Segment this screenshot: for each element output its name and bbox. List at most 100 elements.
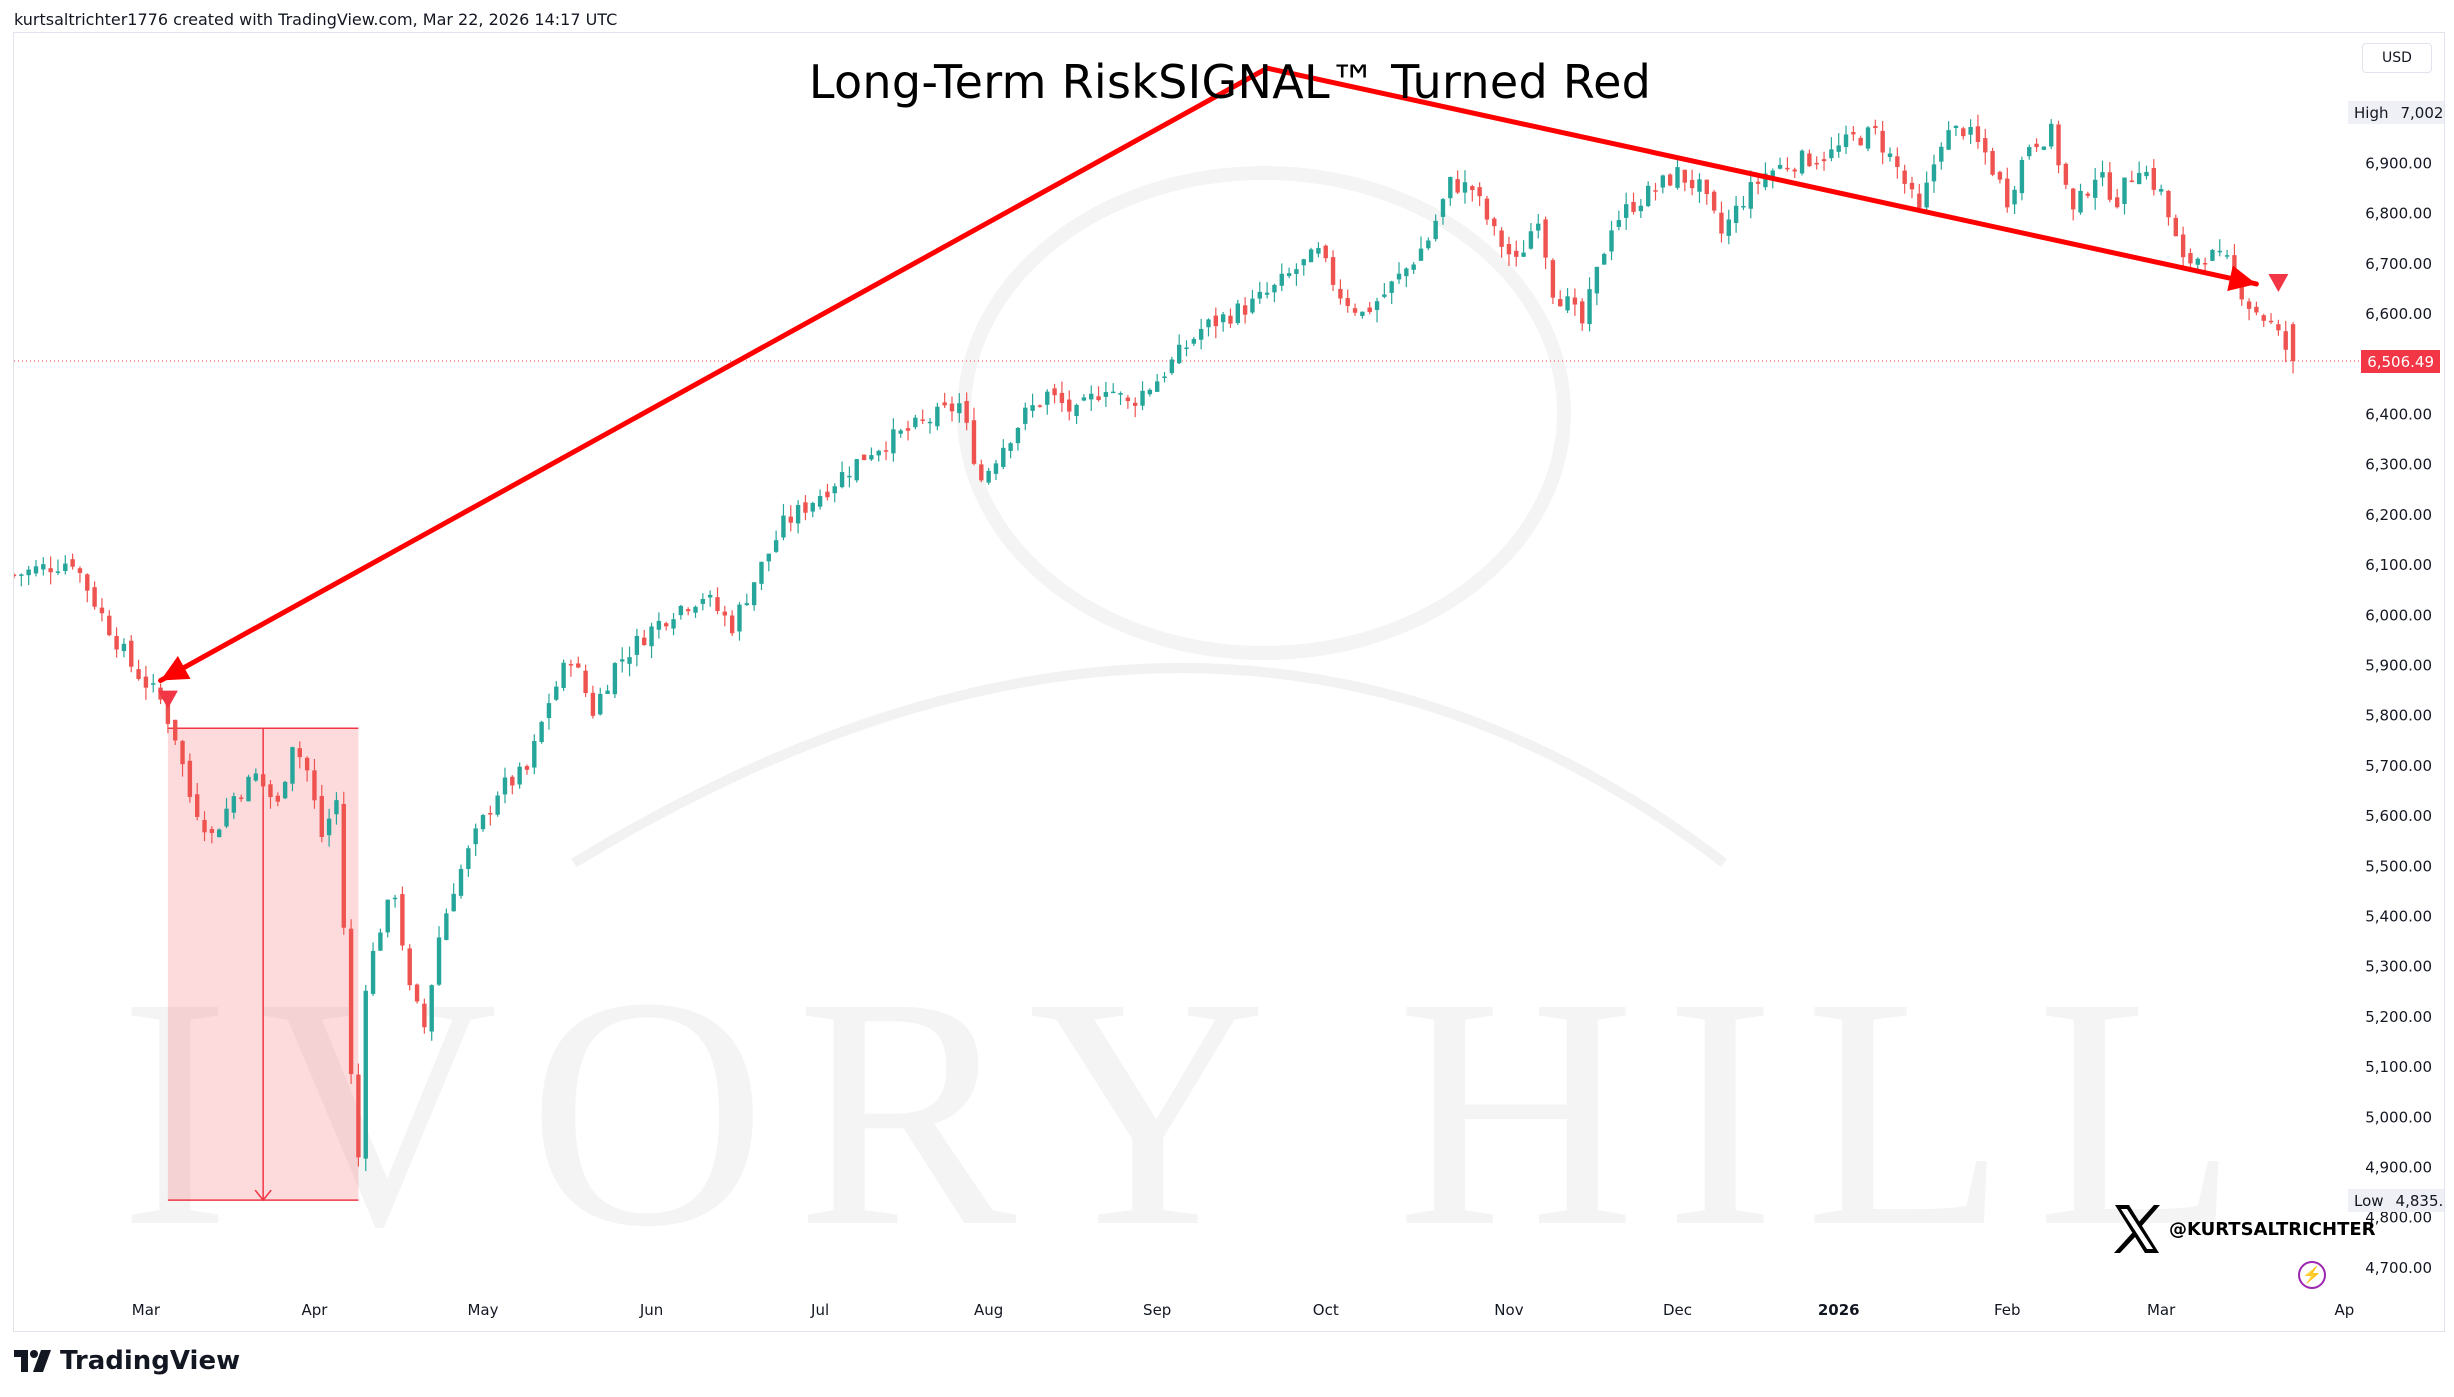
- candle-body: [1286, 273, 1292, 277]
- annotation-arrowhead: [2227, 265, 2257, 291]
- candle-body: [326, 818, 332, 836]
- candle-body: [1697, 179, 1702, 192]
- candle-body: [715, 597, 720, 611]
- candle-body: [1294, 269, 1299, 274]
- candle-body: [1228, 315, 1233, 324]
- chart-frame[interactable]: IVORY HILL 7,100.007,000.006,900.006,800…: [13, 32, 2445, 1332]
- candle-body: [165, 700, 171, 724]
- price-tick-label: 6,600.00: [2365, 305, 2432, 323]
- candle-body: [129, 640, 134, 667]
- candle-body: [268, 784, 273, 797]
- candle-body: [1514, 250, 1519, 257]
- candle-body: [356, 1074, 361, 1158]
- candle-body: [1301, 259, 1306, 266]
- candle-body: [385, 899, 390, 933]
- time-tick-label: Sep: [1143, 1301, 1171, 1319]
- time-tick-label: May: [467, 1301, 498, 1319]
- watermark-text: IVORY HILL: [120, 930, 2268, 1295]
- candle-body: [2276, 324, 2281, 331]
- low-price-label: Low 4,835.04: [2348, 1189, 2444, 1213]
- price-tick-label: 6,400.00: [2365, 406, 2432, 424]
- price-tick-label: 5,900.00: [2365, 657, 2432, 675]
- candle-body: [986, 470, 991, 483]
- candle-body: [392, 897, 398, 900]
- candle-body: [1411, 264, 1416, 270]
- candle-body: [85, 574, 90, 591]
- candle-body: [671, 619, 676, 629]
- candle-body: [2151, 168, 2157, 190]
- candle-body: [1264, 292, 1270, 295]
- time-axis[interactable]: Mar Apr May Jun Jul Aug Sep Oct Nov Dec 2026 Feb Mar…: [132, 1301, 2354, 1319]
- watermark-arc: [571, 663, 1728, 868]
- price-chart[interactable]: IVORY HILL 7,100.007,000.006,900.006,800…: [14, 33, 2444, 1331]
- currency-button[interactable]: USD: [2362, 43, 2432, 73]
- candle-body: [649, 626, 654, 647]
- candle-body: [2114, 197, 2120, 208]
- candle-body: [363, 990, 368, 1159]
- candle-body: [1953, 125, 1959, 129]
- candle-body: [2188, 253, 2193, 264]
- low-value: 4,835.04: [2395, 1191, 2444, 1210]
- tradingview-logo[interactable]: TradingView: [14, 1346, 240, 1376]
- lightning-icon[interactable]: ⚡: [2298, 1261, 2326, 1289]
- candle-body: [1045, 391, 1050, 405]
- candle-body: [473, 828, 478, 845]
- candle-body: [1506, 243, 1512, 255]
- candle-body: [1858, 137, 1863, 146]
- candle-body: [913, 417, 918, 428]
- candle-body: [312, 770, 317, 801]
- candle-body: [700, 598, 706, 604]
- price-axis[interactable]: 7,100.007,000.006,900.006,800.006,700.00…: [2365, 54, 2432, 1277]
- candle-body: [1367, 307, 1372, 312]
- candle-body: [275, 795, 281, 802]
- candle-body: [1257, 291, 1262, 299]
- candle-body: [1426, 240, 1431, 249]
- candle-body: [620, 659, 625, 662]
- candle-body: [927, 421, 933, 424]
- candle-body: [1052, 388, 1057, 396]
- high-caption: High: [2354, 103, 2389, 122]
- candle-body: [238, 797, 244, 799]
- candle-body: [795, 505, 801, 524]
- candle-body: [1316, 248, 1321, 254]
- candle-body: [180, 740, 185, 765]
- candle-body: [1250, 298, 1255, 313]
- drawdown-arrowhead: [254, 1189, 272, 1202]
- candle-body: [920, 419, 925, 422]
- candle-body: [1147, 389, 1153, 395]
- candle-body: [1623, 204, 1629, 218]
- watermark-emblem: [957, 166, 1571, 660]
- candle-body: [2202, 263, 2208, 265]
- candle-body: [1909, 182, 1915, 190]
- annotation-arrow: [158, 65, 1270, 684]
- candle-body: [2254, 306, 2259, 313]
- candle-body: [1799, 150, 1805, 174]
- time-tick-label: Feb: [1994, 1301, 2021, 1319]
- candle-body: [656, 620, 662, 630]
- candle-body: [1235, 303, 1240, 324]
- candle-body: [151, 683, 156, 685]
- candle-body: [1433, 220, 1438, 240]
- candle-body: [803, 502, 808, 513]
- last-price-badge: 6,506.49: [2361, 350, 2440, 374]
- candle-body: [2144, 171, 2149, 177]
- candle-body: [1543, 219, 1548, 258]
- candle-body: [1462, 182, 1468, 193]
- candle-body: [1096, 396, 1101, 401]
- candle-body: [1382, 294, 1387, 297]
- candle-body: [1587, 289, 1592, 325]
- candle-body: [231, 796, 237, 813]
- candle-body: [685, 609, 691, 612]
- candle-body: [1719, 212, 1724, 234]
- candle-body: [891, 429, 896, 454]
- candle-body: [136, 669, 141, 680]
- candle-body: [979, 464, 984, 481]
- annotations: [157, 65, 2289, 709]
- social-handle-text: @KURTSALTRICHTER: [2169, 1218, 2376, 1240]
- candle-body: [2092, 179, 2098, 198]
- candle-body: [2063, 163, 2069, 185]
- candle-body: [1330, 257, 1336, 285]
- candle-body: [429, 985, 434, 1032]
- candle-body: [576, 663, 581, 668]
- candle-body: [729, 615, 735, 634]
